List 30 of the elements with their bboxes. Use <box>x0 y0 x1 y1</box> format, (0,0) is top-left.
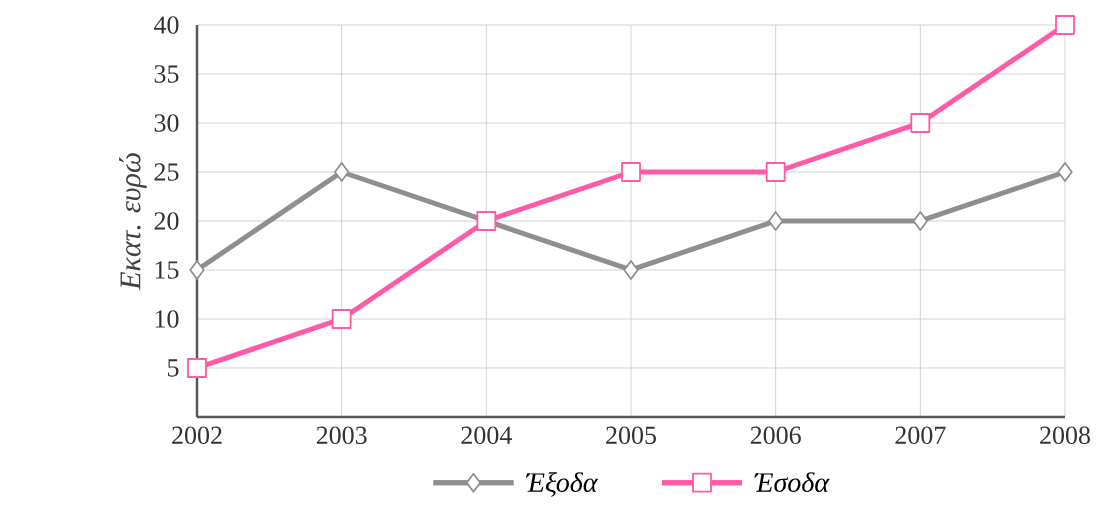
y-tick-label: 15 <box>155 261 179 279</box>
x-tick-label: 2005 <box>606 426 656 445</box>
y-tick-label: 35 <box>154 65 179 83</box>
point <box>334 162 350 182</box>
point <box>189 260 205 280</box>
point <box>912 211 928 231</box>
y-tick-label: 10 <box>155 310 179 328</box>
x-tick-label: 2002 <box>172 426 222 445</box>
point <box>623 260 639 280</box>
point <box>331 309 352 329</box>
point <box>1057 162 1073 182</box>
y-tick-label: 25 <box>154 163 179 181</box>
x-tick-label: 2003 <box>316 426 367 445</box>
x-tick-label: 2008 <box>1040 426 1090 445</box>
legend-label: Έσοδα <box>754 472 830 492</box>
y-tick-label: 30 <box>154 114 179 132</box>
y-tick-label: 5 <box>167 359 179 377</box>
point <box>187 358 207 378</box>
x-tick-label: 2007 <box>895 426 946 445</box>
point <box>621 162 641 182</box>
x-tick-label: 2004 <box>461 426 512 445</box>
point <box>765 162 786 182</box>
y-axis-title: Εκατ. ευρώ <box>119 153 147 291</box>
y-tick-label: 40 <box>153 16 179 34</box>
x-tick-label: 2006 <box>750 426 801 445</box>
point <box>768 211 784 231</box>
point <box>910 113 931 133</box>
point <box>1055 15 1075 35</box>
legend-label: Έξοδα <box>525 472 598 497</box>
y-tick-label: 20 <box>154 212 179 230</box>
